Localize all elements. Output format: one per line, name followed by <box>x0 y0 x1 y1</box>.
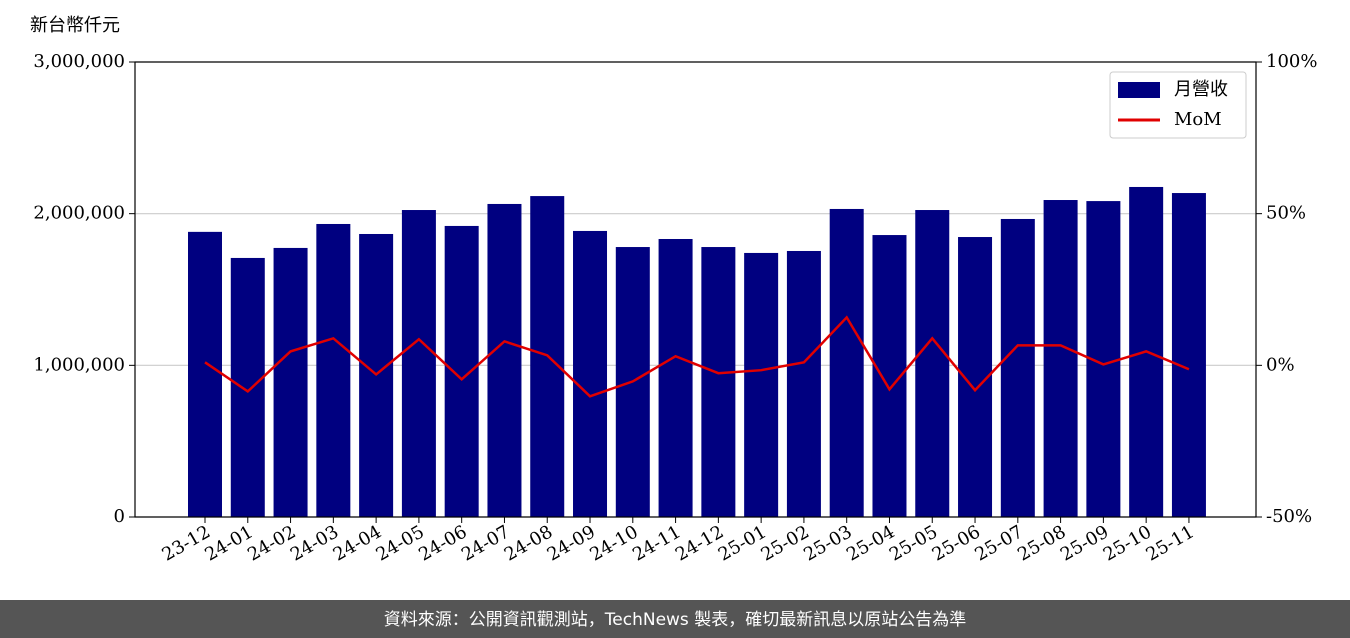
x-tick-label: 25-07 <box>971 521 1026 565</box>
legend-label: MoM <box>1174 109 1222 130</box>
y-tick-label: 0 <box>114 506 125 527</box>
x-tick-label: 24-09 <box>544 521 599 565</box>
bar <box>487 203 522 517</box>
bar <box>915 210 950 517</box>
footer: 資料來源：公開資訊觀測站，TechNews 製表，確切最新訊息以原站公告為準 <box>384 610 966 630</box>
legend-swatch <box>1118 82 1160 98</box>
bar <box>188 231 222 517</box>
bar <box>829 208 864 517</box>
bar <box>273 247 308 517</box>
x-tick-label: 24-12 <box>672 521 727 565</box>
bar <box>744 252 779 517</box>
y2-tick-label: -50% <box>1266 506 1312 527</box>
x-tick-label: 24-11 <box>629 521 684 565</box>
x-tick-label: 25-11 <box>1143 521 1198 565</box>
bar <box>444 225 479 517</box>
x-tick-label: 25-01 <box>715 521 770 565</box>
x-tick-label: 24-03 <box>287 521 342 565</box>
x-tick-label: 25-03 <box>800 521 855 565</box>
x-tick-label: 24-02 <box>244 521 299 565</box>
footer-bar <box>0 600 1350 638</box>
y2-tick-label: 50% <box>1266 203 1306 224</box>
y-tick-label: 2,000,000 <box>33 203 125 224</box>
bar <box>230 257 265 517</box>
x-tick-label: 25-05 <box>886 521 941 565</box>
bar <box>401 210 436 517</box>
bar <box>786 250 821 517</box>
x-tick-label: 23-12 <box>159 521 214 565</box>
x-tick-label: 24-05 <box>372 521 427 565</box>
y2-tick-label: 100% <box>1266 51 1317 72</box>
y2-tick-label: 0% <box>1266 354 1295 375</box>
x-tick-label: 25-06 <box>929 521 984 565</box>
bar <box>658 238 693 517</box>
x-tick-label: 24-10 <box>586 521 641 565</box>
x-tick-label: 25-09 <box>1057 521 1112 565</box>
y-tick-label: 1,000,000 <box>33 354 125 375</box>
x-tick-label: 25-02 <box>757 521 812 565</box>
bar <box>1000 218 1035 517</box>
plot-frame <box>134 61 1257 518</box>
bar <box>1171 193 1206 518</box>
x-tick-label: 24-07 <box>458 521 513 565</box>
x-tick-label: 24-04 <box>330 521 385 565</box>
x-tick-label: 24-01 <box>201 521 256 565</box>
bar <box>1043 200 1078 517</box>
y-tick-label: 3,000,000 <box>33 51 125 72</box>
bar <box>701 247 736 518</box>
x-tick-label: 25-10 <box>1100 521 1155 565</box>
bar <box>316 223 351 518</box>
x-tick-label: 24-06 <box>415 521 470 565</box>
line <box>204 315 1190 398</box>
bar <box>573 230 608 517</box>
y-axis-label: 新台幣仟元 <box>30 15 120 36</box>
legend-label: 月營收 <box>1174 79 1228 100</box>
x-tick-label: 25-08 <box>1014 521 1069 565</box>
x-tick-label: 24-08 <box>501 521 556 565</box>
x-tick-label: 25-04 <box>843 521 898 565</box>
